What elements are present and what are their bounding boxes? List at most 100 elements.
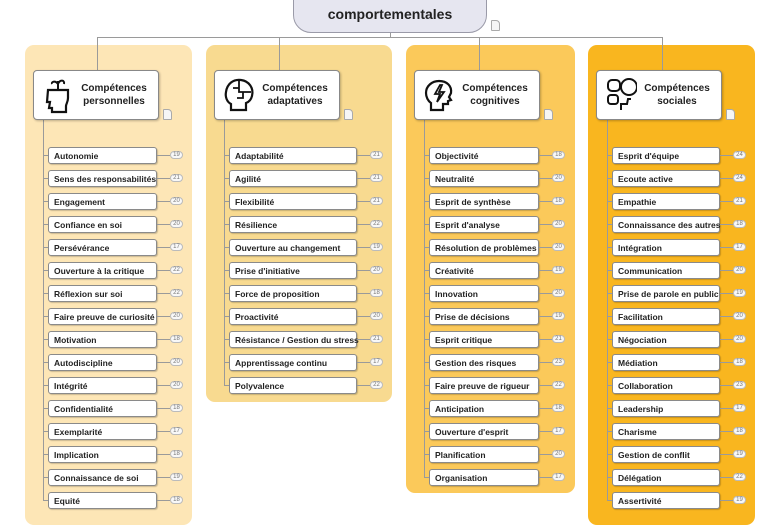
- count-badge: 22: [552, 381, 565, 389]
- connector: [224, 385, 229, 386]
- connector: [539, 362, 552, 363]
- count-badge: 24: [733, 174, 746, 182]
- count-badge: 17: [370, 358, 383, 366]
- skill-node[interactable]: Communication: [612, 262, 720, 279]
- note-icon[interactable]: [726, 109, 735, 120]
- note-icon[interactable]: [491, 20, 500, 31]
- connector: [479, 37, 480, 70]
- category-title: Compétences cognitives: [462, 83, 528, 107]
- skill-node[interactable]: Autodiscipline: [48, 354, 157, 371]
- skill-node[interactable]: Esprit d'équipe: [612, 147, 720, 164]
- category-node[interactable]: Compétences sociales: [596, 70, 722, 120]
- skill-node[interactable]: Prise d'initiative: [229, 262, 357, 279]
- skill-node[interactable]: Proactivité: [229, 308, 357, 325]
- skill-node[interactable]: Polyvalence: [229, 377, 357, 394]
- skill-node[interactable]: Ouverture à la critique: [48, 262, 157, 279]
- skill-node[interactable]: Négociation: [612, 331, 720, 348]
- skill-node[interactable]: Médiation: [612, 354, 720, 371]
- skill-node[interactable]: Esprit de synthèse: [429, 193, 539, 210]
- skill-node[interactable]: Résilience: [229, 216, 357, 233]
- head-lightning-icon: [424, 79, 453, 112]
- connector: [279, 37, 280, 70]
- connector: [157, 155, 170, 156]
- skill-node[interactable]: Ouverture d'esprit: [429, 423, 539, 440]
- skill-node[interactable]: Esprit critique: [429, 331, 539, 348]
- skill-node[interactable]: Sens des responsabilités: [48, 170, 157, 187]
- skill-node[interactable]: Prise de parole en public: [612, 285, 720, 302]
- skill-node[interactable]: Connaissance des autres: [612, 216, 721, 233]
- skill-node[interactable]: Leadership: [612, 400, 720, 417]
- connector: [720, 224, 733, 225]
- skill-node[interactable]: Persévérance: [48, 239, 157, 256]
- skill-node[interactable]: Faire preuve de rigueur: [429, 377, 539, 394]
- skill-node[interactable]: Connaissance de soi: [48, 469, 157, 486]
- skill-node[interactable]: Gestion des risques: [429, 354, 539, 371]
- connector: [43, 270, 48, 271]
- skill-node[interactable]: Confidentialité: [48, 400, 157, 417]
- note-icon[interactable]: [544, 109, 553, 120]
- skill-node[interactable]: Adaptabilité: [229, 147, 357, 164]
- skill-node[interactable]: Délégation: [612, 469, 720, 486]
- count-badge: 17: [552, 427, 565, 435]
- note-icon[interactable]: [163, 109, 172, 120]
- connector: [607, 201, 612, 202]
- skill-node[interactable]: Engagement: [48, 193, 157, 210]
- skill-node[interactable]: Confiance en soi: [48, 216, 157, 233]
- connector: [390, 33, 391, 37]
- connector: [607, 385, 612, 386]
- skill-node[interactable]: Ecoute active: [612, 170, 720, 187]
- root-node[interactable]: comportementales: [293, 0, 487, 33]
- skill-node[interactable]: Apprentissage continu: [229, 354, 357, 371]
- count-badge: 19: [170, 151, 183, 159]
- connector: [539, 178, 552, 179]
- connector: [224, 224, 229, 225]
- skill-node[interactable]: Objectivité: [429, 147, 539, 164]
- skill-node[interactable]: Force de proposition: [229, 285, 357, 302]
- skill-node[interactable]: Collaboration: [612, 377, 720, 394]
- connector: [157, 477, 170, 478]
- connector: [539, 477, 552, 478]
- skill-node[interactable]: Résolution de problèmes: [429, 239, 539, 256]
- skill-node[interactable]: Esprit d'analyse: [429, 216, 539, 233]
- connector: [157, 500, 170, 501]
- count-badge: 18: [733, 358, 746, 366]
- skill-node[interactable]: Faire preuve de curiosité: [48, 308, 157, 325]
- connector: [720, 431, 733, 432]
- count-badge: 19: [170, 473, 183, 481]
- skill-node[interactable]: Résistance / Gestion du stress: [229, 331, 359, 348]
- skill-node[interactable]: Ouverture au changement: [229, 239, 357, 256]
- skill-node[interactable]: Créativité: [429, 262, 539, 279]
- skill-node[interactable]: Réflexion sur soi: [48, 285, 157, 302]
- skill-node[interactable]: Charisme: [612, 423, 720, 440]
- category-node[interactable]: Compétences personnelles: [33, 70, 159, 120]
- skill-node[interactable]: Prise de décisions: [429, 308, 539, 325]
- skill-node[interactable]: Neutralité: [429, 170, 539, 187]
- skill-node[interactable]: Empathie: [612, 193, 720, 210]
- skill-node[interactable]: Exemplarité: [48, 423, 157, 440]
- connector: [357, 339, 370, 340]
- count-badge: 23: [552, 358, 565, 366]
- skill-node[interactable]: Innovation: [429, 285, 539, 302]
- count-badge: 20: [170, 358, 183, 366]
- category-node[interactable]: Compétences cognitives: [414, 70, 540, 120]
- skill-node[interactable]: Organisation: [429, 469, 539, 486]
- skill-node[interactable]: Agilité: [229, 170, 357, 187]
- skill-node[interactable]: Anticipation: [429, 400, 539, 417]
- skill-node[interactable]: Gestion de conflit: [612, 446, 720, 463]
- skill-node[interactable]: Motivation: [48, 331, 157, 348]
- count-badge: 18: [552, 404, 565, 412]
- skill-node[interactable]: Facilitation: [612, 308, 720, 325]
- count-badge: 24: [733, 151, 746, 159]
- connector: [607, 270, 612, 271]
- skill-node[interactable]: Implication: [48, 446, 157, 463]
- category-node[interactable]: Compétences adaptatives: [214, 70, 340, 120]
- skill-node[interactable]: Assertivité: [612, 492, 720, 509]
- skill-node[interactable]: Planification: [429, 446, 539, 463]
- skill-node[interactable]: Flexibilité: [229, 193, 357, 210]
- skill-node[interactable]: Intégration: [612, 239, 720, 256]
- skill-node[interactable]: Intégrité: [48, 377, 157, 394]
- skill-node[interactable]: Equité: [48, 492, 157, 509]
- count-badge: 21: [370, 174, 383, 182]
- note-icon[interactable]: [344, 109, 353, 120]
- skill-node[interactable]: Autonomie: [48, 147, 157, 164]
